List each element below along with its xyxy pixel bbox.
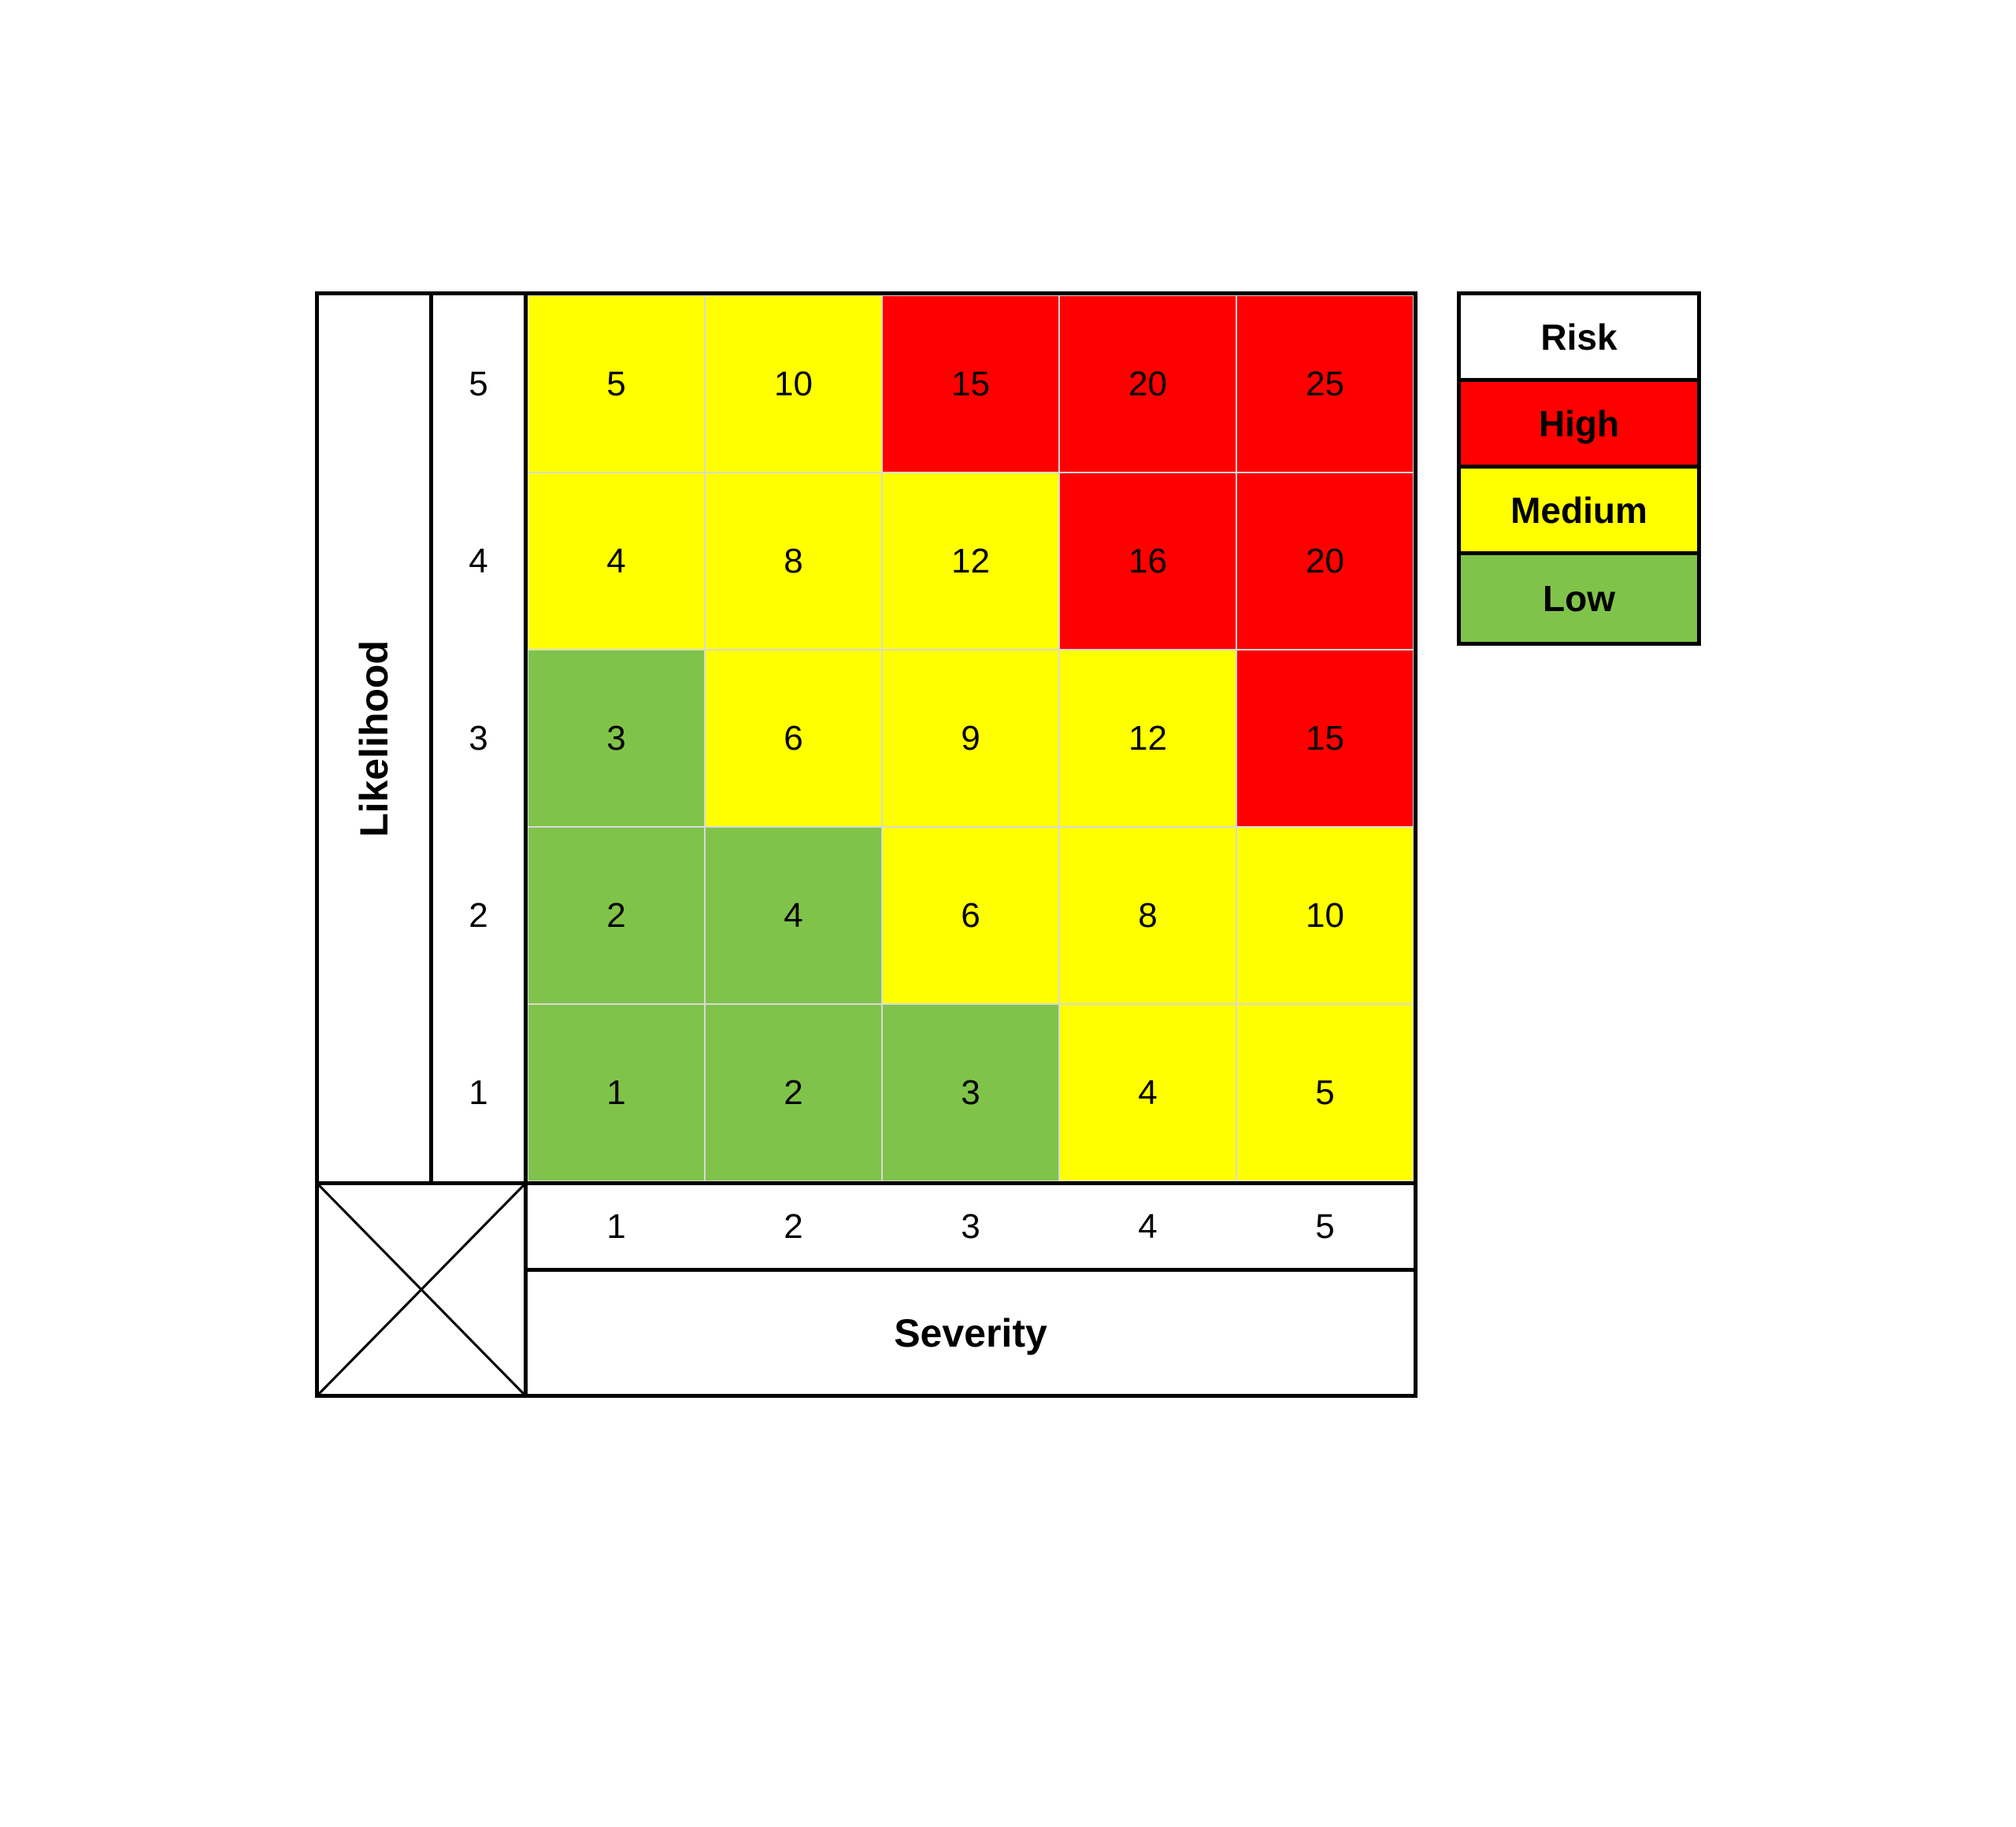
x-tick: 1 [528, 1185, 705, 1268]
legend-row: Risk [1461, 295, 1697, 382]
heatmap-cell: 15 [1236, 650, 1414, 827]
y-axis-label-container: Likelihood [315, 291, 429, 1185]
x-tick: 3 [882, 1185, 1059, 1268]
x-axis-label: Severity [524, 1272, 1418, 1398]
heatmap-cell: 2 [705, 1004, 882, 1181]
heatmap-cell: 20 [1236, 472, 1414, 650]
heatmap-cell: 10 [705, 295, 882, 472]
heatmap-cell: 4 [528, 472, 705, 650]
heatmap-cell: 16 [1059, 472, 1236, 650]
risk-matrix-figure: Likelihood 5 4 3 2 1 5101520254812162036… [315, 291, 1701, 1398]
legend-row: Medium [1461, 469, 1697, 555]
heatmap-row: 510152025 [528, 295, 1414, 472]
x-tick: 2 [705, 1185, 882, 1268]
heatmap-cell: 3 [882, 1004, 1059, 1181]
x-tick: 4 [1059, 1185, 1236, 1268]
heatmap-cell: 3 [528, 650, 705, 827]
heatmap-row: 48121620 [528, 472, 1414, 650]
heatmap-cell: 25 [1236, 295, 1414, 472]
heatmap-cell: 6 [705, 650, 882, 827]
heatmap-grid: 51015202548121620369121524681012345 [524, 291, 1418, 1185]
heatmap-cell: 6 [882, 827, 1059, 1004]
matrix-top-row: Likelihood 5 4 3 2 1 5101520254812162036… [315, 291, 1418, 1185]
heatmap-cell: 8 [705, 472, 882, 650]
heatmap-cell: 8 [1059, 827, 1236, 1004]
heatmap-cell: 12 [882, 472, 1059, 650]
heatmap-cell: 10 [1236, 827, 1414, 1004]
y-tick: 5 [433, 295, 524, 472]
x-tick: 5 [1236, 1185, 1414, 1268]
heatmap-row: 246810 [528, 827, 1414, 1004]
heatmap-cell: 5 [528, 295, 705, 472]
legend-row: Low [1461, 555, 1697, 642]
heatmap-cell: 15 [882, 295, 1059, 472]
heatmap-cell: 4 [1059, 1004, 1236, 1181]
x-axis-block: 1 2 3 4 5 Severity [524, 1185, 1418, 1398]
risk-matrix: Likelihood 5 4 3 2 1 5101520254812162036… [315, 291, 1418, 1398]
heatmap-cell: 2 [528, 827, 705, 1004]
heatmap-cell: 9 [882, 650, 1059, 827]
matrix-bottom-row: 1 2 3 4 5 Severity [315, 1185, 1418, 1398]
heatmap-row: 12345 [528, 1004, 1414, 1181]
y-tick: 3 [433, 650, 524, 827]
heatmap-cell: 12 [1059, 650, 1236, 827]
y-tick: 1 [433, 1004, 524, 1181]
crossbox-icon [319, 1185, 524, 1394]
heatmap-cell: 1 [528, 1004, 705, 1181]
heatmap-cell: 20 [1059, 295, 1236, 472]
y-tick: 4 [433, 472, 524, 650]
heatmap-row: 3691215 [528, 650, 1414, 827]
heatmap-cell: 5 [1236, 1004, 1414, 1181]
corner-crossbox [315, 1185, 524, 1398]
y-axis-ticks: 5 4 3 2 1 [429, 291, 524, 1185]
x-axis-ticks: 1 2 3 4 5 [524, 1185, 1418, 1272]
risk-legend: RiskHighMediumLow [1457, 291, 1701, 646]
y-axis-label: Likelihood [351, 640, 397, 837]
y-tick: 2 [433, 827, 524, 1004]
heatmap-cell: 4 [705, 827, 882, 1004]
legend-row: High [1461, 382, 1697, 469]
